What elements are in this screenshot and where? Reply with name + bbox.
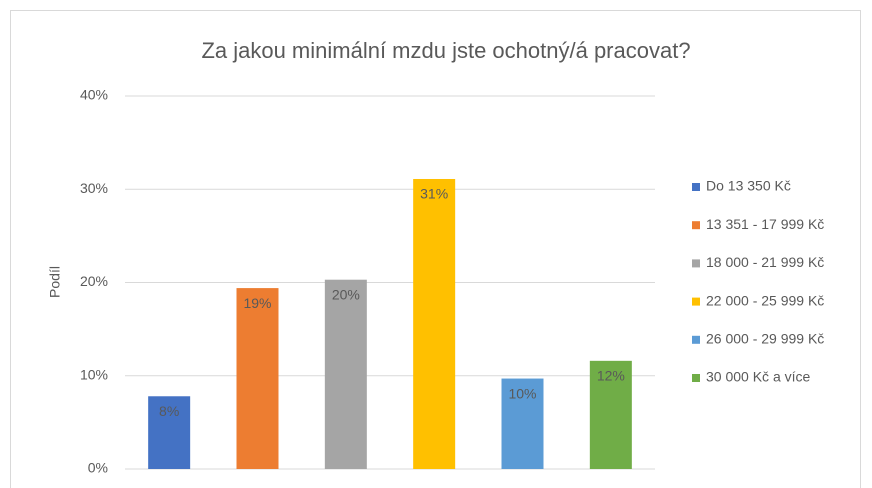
legend-label: Do 13 350 Kč [706, 178, 791, 194]
bar [501, 378, 544, 469]
legend-label: 22 000 - 25 999 Kč [706, 292, 824, 308]
data-label: 19% [243, 295, 271, 311]
data-label: 8% [159, 403, 179, 419]
legend-swatch [692, 221, 700, 230]
legend-label: 13 351 - 17 999 Kč [706, 216, 824, 232]
y-tick-label: 0% [88, 460, 108, 476]
data-label: 10% [508, 385, 536, 401]
legend-swatch [692, 374, 700, 382]
bar [148, 396, 191, 469]
data-label: 31% [420, 186, 448, 202]
y-tick-label: 20% [80, 273, 108, 289]
chart-title: Za jakou minimální mzdu jste ochotný/á p… [201, 38, 690, 63]
legend-swatch [692, 335, 700, 344]
bar [236, 288, 279, 469]
bar [413, 178, 456, 469]
y-tick-label: 40% [80, 87, 108, 103]
bar [324, 279, 367, 469]
legend-swatch [692, 259, 700, 268]
data-label: 20% [332, 286, 360, 302]
legend-label: 26 000 - 29 999 Kč [706, 331, 824, 347]
legend-label: 30 000 Kč a více [706, 369, 811, 385]
data-label: 12% [597, 368, 625, 384]
bar [589, 360, 632, 469]
legend-swatch [692, 183, 700, 191]
y-tick-label: 30% [80, 180, 108, 196]
legend-swatch [692, 297, 700, 306]
y-tick-label: 10% [80, 366, 108, 382]
legend-label: 18 000 - 21 999 Kč [706, 254, 824, 270]
y-axis-label: Podíl [47, 266, 63, 298]
